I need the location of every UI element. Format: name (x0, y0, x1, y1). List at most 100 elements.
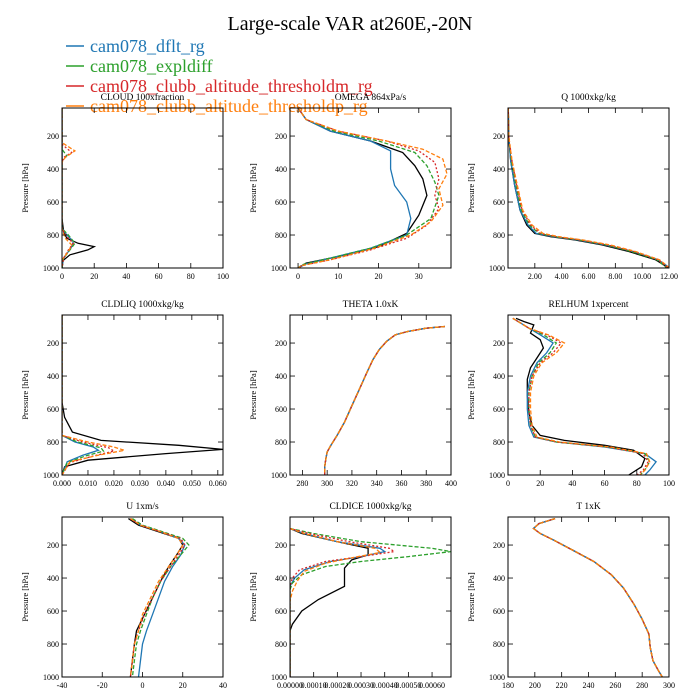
legend-item: cam078_dflt_rg (66, 36, 205, 56)
series-line (130, 518, 186, 677)
series-line (129, 518, 184, 677)
series-line (508, 108, 669, 268)
x-tick-label: -20 (97, 681, 108, 690)
series-line (131, 518, 190, 677)
x-tick-label: 12.00 (660, 272, 678, 281)
panel-title: CLOUD 100xfraction (101, 92, 185, 103)
x-tick-label: 20 (90, 272, 98, 281)
x-tick-label: 0 (60, 272, 64, 281)
y-tick-label: 200 (493, 339, 505, 348)
y-tick-label: 200 (493, 132, 505, 141)
x-tick-label: 100 (663, 479, 675, 488)
series-line (62, 315, 116, 475)
series-line (508, 108, 669, 268)
y-tick-label: 200 (47, 541, 59, 550)
series-line (297, 108, 428, 268)
legend: cam078_dflt_rgcam078_expldiffcam078_club… (66, 36, 373, 116)
plot-frame (61, 314, 224, 476)
y-tick-label: 800 (493, 438, 505, 447)
plot-frame (61, 516, 224, 678)
y-tick-label: 200 (275, 339, 287, 348)
x-tick-label: 20 (179, 681, 187, 690)
x-tick-label: 0.00030 (348, 681, 374, 690)
series-line (297, 108, 412, 268)
series-line (62, 315, 100, 475)
plot-frame (61, 107, 224, 269)
panel-title: OMEGA 864xPa/s (335, 93, 407, 103)
series-line (297, 108, 440, 268)
series-line (512, 317, 649, 475)
series-line (532, 517, 663, 677)
x-tick-label: 60 (155, 272, 163, 281)
series-line (290, 527, 396, 677)
x-tick-label: 40 (568, 479, 576, 488)
y-tick-label: 400 (275, 574, 287, 583)
panel-title: RELHUM 1xpercent (549, 300, 629, 310)
y-tick-label: 200 (275, 541, 287, 550)
y-tick-label: 1000 (489, 673, 505, 682)
x-tick-label: 0.00040 (372, 681, 398, 690)
series-line (532, 517, 663, 677)
y-tick-label: 1000 (271, 471, 287, 480)
series-line (324, 325, 445, 475)
x-tick-label: 20 (536, 479, 544, 488)
series-line (62, 315, 223, 475)
y-tick-label: 400 (275, 165, 287, 174)
y-tick-label: 1000 (43, 471, 59, 480)
x-tick-label: 380 (420, 479, 432, 488)
panel-title: U 1xm/s (126, 502, 159, 512)
series-line (129, 518, 186, 677)
y-tick-label: 400 (47, 574, 59, 583)
x-tick-label: 0 (506, 479, 510, 488)
x-tick-label: 0 (141, 681, 145, 690)
y-tick-label: 800 (493, 231, 505, 240)
x-tick-label: 320 (346, 479, 358, 488)
series-line (324, 325, 445, 475)
x-tick-label: 220 (556, 681, 568, 690)
x-tick-label: 400 (445, 479, 457, 488)
x-tick-label: 8.00 (608, 272, 622, 281)
y-tick-label: 800 (275, 438, 287, 447)
y-tick-label: 1000 (43, 264, 59, 273)
series-line (290, 527, 369, 677)
plot-frame (507, 516, 670, 678)
series-line (508, 108, 669, 268)
plot-frame (289, 314, 452, 476)
x-tick-label: 0.00010 (301, 681, 327, 690)
series-line (532, 517, 663, 677)
x-tick-label: 0.060 (209, 479, 227, 488)
legend-item: cam078_expldiff (66, 56, 213, 76)
x-tick-label: 6.00 (582, 272, 596, 281)
series-line (515, 317, 646, 475)
x-tick-label: 0.030 (131, 479, 149, 488)
y-tick-label: 800 (47, 231, 59, 240)
y-axis-label: Pressure [hPa] (466, 163, 476, 213)
y-tick-label: 400 (47, 165, 59, 174)
x-tick-label: 2.00 (528, 272, 542, 281)
figure-title: Large-scale VAR at260E,-20N (228, 13, 473, 35)
y-tick-label: 600 (275, 405, 287, 414)
series-line (508, 108, 667, 268)
series-line (324, 325, 445, 475)
x-tick-label: 100 (217, 272, 229, 281)
x-tick-label: 80 (633, 479, 641, 488)
y-axis-label: Pressure [hPa] (248, 572, 258, 622)
x-tick-label: 0.010 (79, 479, 97, 488)
x-tick-label: 0.00000 (277, 681, 303, 690)
x-tick-label: 10 (334, 272, 342, 281)
panel: CLOUD 100xfraction 0 20 40 60 80 100 200 400 600 8… (20, 92, 229, 281)
panel-title: CLDICE 1000xkg/kg (329, 502, 411, 512)
panel-title: Q 1000xkg/kg (561, 93, 616, 103)
x-tick-label: 20 (375, 272, 383, 281)
series-line (290, 527, 382, 677)
y-axis-label: Pressure [hPa] (20, 572, 30, 622)
x-tick-label: -40 (57, 681, 68, 690)
x-tick-label: 0.000 (53, 479, 71, 488)
x-tick-label: 240 (583, 681, 595, 690)
x-tick-label: 60 (601, 479, 609, 488)
y-tick-label: 1000 (43, 673, 59, 682)
x-tick-label: 0.00050 (395, 681, 421, 690)
panel: U 1xm/s -40 -20 0 20 40 200 400 600 800 1000 Pressu… (20, 502, 227, 690)
x-tick-label: 340 (371, 479, 383, 488)
panel-title: CLDLIQ 1000xkg/kg (101, 300, 184, 310)
